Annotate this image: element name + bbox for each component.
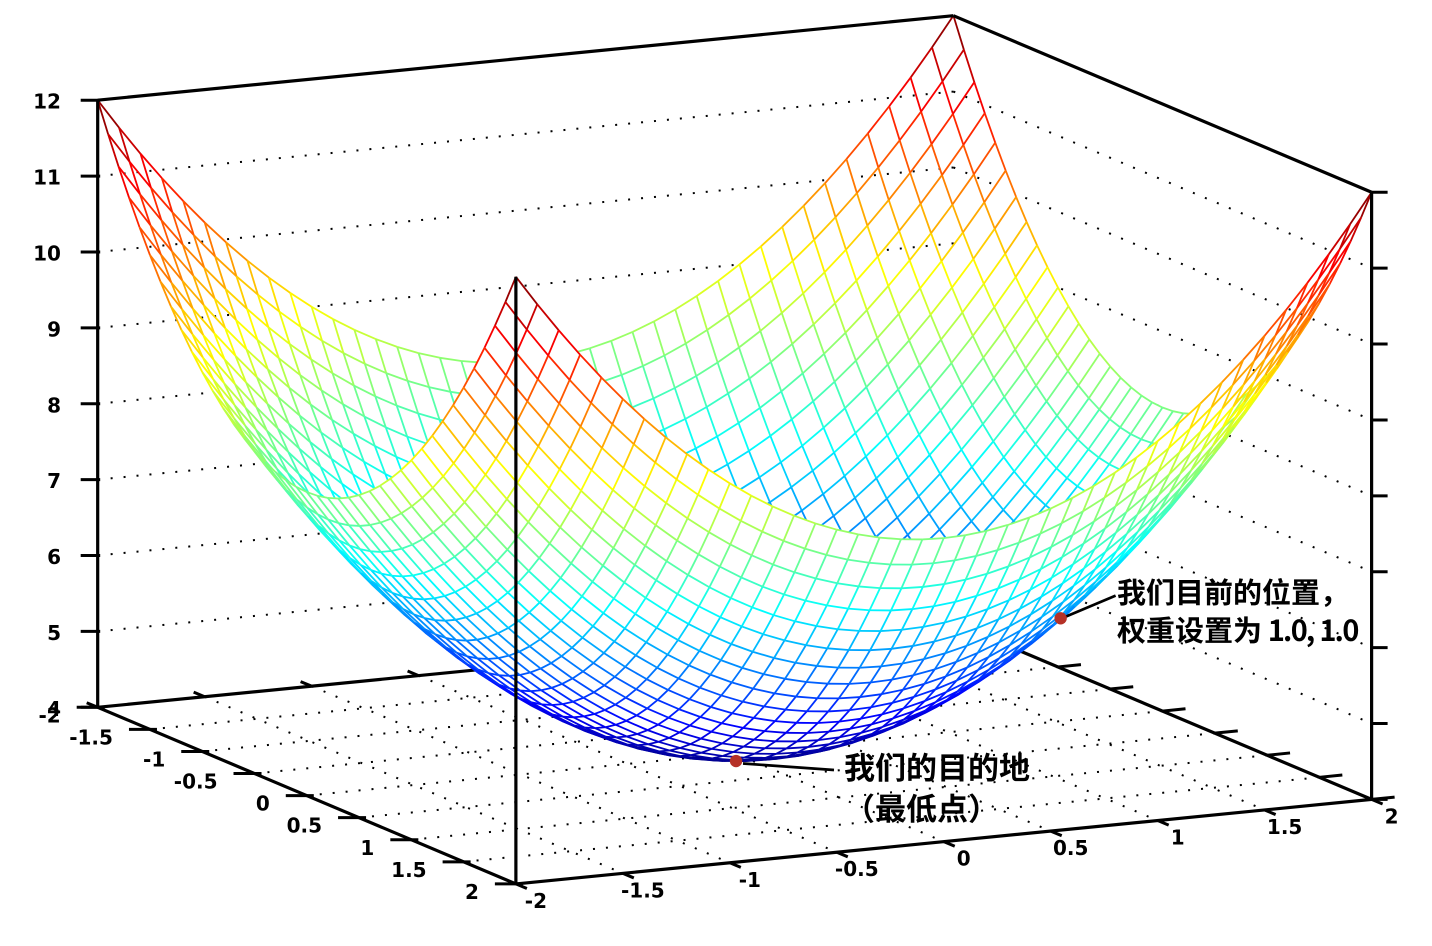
- svg-text:-0.5: -0.5: [835, 857, 879, 881]
- surface-mesh-layer: [96, 15, 1373, 763]
- svg-text:12: 12: [33, 90, 61, 114]
- svg-text:0: 0: [957, 847, 971, 871]
- svg-text:-1: -1: [143, 747, 165, 771]
- svg-text:5: 5: [47, 621, 61, 645]
- marker-dot: [1054, 612, 1067, 625]
- svg-text:1: 1: [1171, 826, 1185, 850]
- svg-text:0.5: 0.5: [287, 814, 322, 838]
- svg-text:-0.5: -0.5: [174, 770, 218, 794]
- svg-text:1: 1: [360, 836, 374, 860]
- svg-text:4: 4: [47, 697, 61, 721]
- y-axis-ticks-and-labels: -2 -1.5 -1 -0.5 0 0.5 1 1.5 2: [515, 798, 1399, 913]
- svg-text:-2: -2: [38, 703, 60, 727]
- svg-text:0.5: 0.5: [1053, 836, 1088, 860]
- svg-text:0: 0: [256, 792, 270, 816]
- svg-text:10: 10: [33, 241, 61, 265]
- svg-text:-1.5: -1.5: [69, 725, 113, 749]
- svg-text:2: 2: [465, 880, 479, 904]
- marker-dot: [729, 754, 743, 768]
- svg-text:8: 8: [47, 393, 61, 417]
- svg-text:2: 2: [1385, 804, 1399, 828]
- svg-text:-2: -2: [525, 889, 547, 913]
- svg-text:1.5: 1.5: [1267, 815, 1302, 839]
- svg-text:1.5: 1.5: [391, 858, 426, 882]
- svg-text:7: 7: [47, 469, 61, 493]
- svg-text:-1: -1: [739, 868, 761, 892]
- annotation-text: [1117, 577, 1359, 648]
- z-axis-ticks-and-labels: 4 5 6 7 8 9 10 11 12: [33, 90, 1388, 801]
- annotations-layer: [729, 577, 1359, 824]
- svg-text:-1.5: -1.5: [621, 878, 665, 902]
- x-axis-ticks-and-labels: -2 -1.5 -1 -0.5 0 0.5 1 1.5 2: [38, 703, 523, 904]
- annotation-text: [844, 752, 1030, 824]
- svg-text:11: 11: [33, 166, 61, 190]
- svg-text:6: 6: [47, 545, 61, 569]
- svg-text:9: 9: [47, 317, 61, 341]
